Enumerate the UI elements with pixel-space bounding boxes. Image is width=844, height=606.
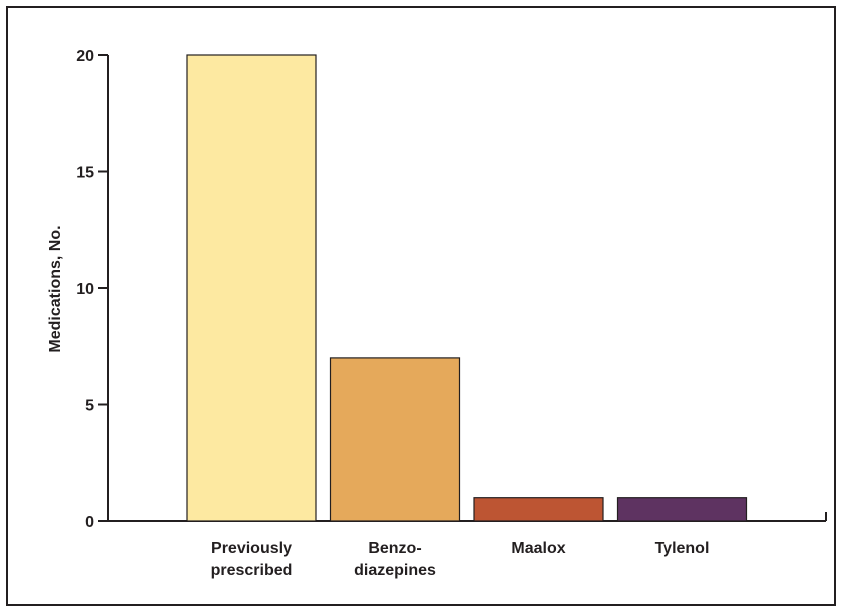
x-tick-label: Maalox — [511, 540, 565, 557]
x-tick-label: Benzo-diazepines — [354, 540, 436, 579]
y-ticks: 0 5 10 15 20 — [76, 48, 108, 531]
y-axis-title: Medications, No. — [47, 225, 64, 352]
bar — [473, 497, 604, 522]
y-tick-label: 20 — [76, 48, 94, 65]
x-tick-label: Previously prescribed — [211, 540, 293, 579]
bars — [186, 54, 748, 522]
y-tick-label: 0 — [85, 514, 94, 531]
bar — [186, 54, 317, 522]
bar — [616, 497, 748, 522]
x-tick-labels: Previously prescribed Benzo-diazepines Maal… — [211, 540, 710, 579]
bar — [329, 357, 461, 522]
y-tick-label: 5 — [85, 398, 94, 415]
y-tick-label: 15 — [76, 165, 94, 182]
y-tick-label: 10 — [76, 281, 94, 298]
x-tick-label: Tylenol — [655, 540, 710, 557]
